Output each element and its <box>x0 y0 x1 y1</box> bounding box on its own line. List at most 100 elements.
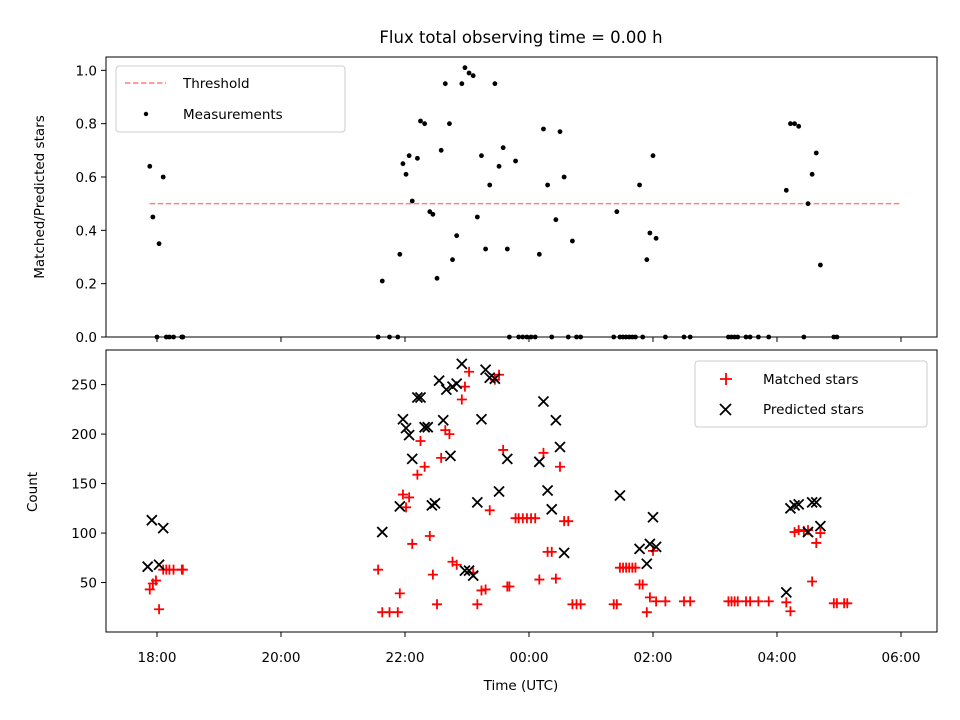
matched-star-point <box>459 381 470 392</box>
matched-star-point <box>424 531 435 542</box>
measurement-point <box>483 246 488 252</box>
matched-star-point <box>660 596 671 607</box>
predicted-star-point <box>475 413 488 425</box>
predicted-legend-swatch <box>719 403 732 416</box>
x-tick-label: 04:00 <box>758 650 797 666</box>
measurement-point <box>637 182 642 188</box>
predicted-star-point <box>429 497 441 510</box>
matched-star-point <box>415 436 426 447</box>
measurement-point <box>536 251 542 257</box>
matched-star-point <box>432 599 443 610</box>
matched-star-point <box>753 596 764 607</box>
x-tick-label: 20:00 <box>262 650 301 666</box>
measurement-point <box>496 163 502 169</box>
matched-legend-label: Matched stars <box>763 372 859 388</box>
predicted-star-point <box>802 526 814 538</box>
predicted-star-point <box>142 561 154 573</box>
predicted-star-point <box>414 391 427 404</box>
predicted-star-point <box>644 538 656 550</box>
top-legend: Threshold Measurements <box>115 65 346 133</box>
matched-star-point <box>555 461 565 472</box>
top-legend-frame <box>115 65 346 133</box>
measurement-point <box>462 65 468 71</box>
x-tick-label: 22:00 <box>386 650 425 666</box>
matched-star-point <box>546 546 557 557</box>
matched-star-point <box>456 394 467 405</box>
matched-star-point <box>651 596 662 607</box>
matched-star-point <box>803 525 813 536</box>
predicted-star-point <box>451 378 463 390</box>
measurement-point <box>470 73 476 79</box>
measurement-point <box>450 257 455 263</box>
bottom-y-tick-label: 200 <box>71 427 97 443</box>
matched-star-point <box>480 584 491 595</box>
measurement-point <box>545 182 550 188</box>
matched-star-point <box>394 588 405 599</box>
matched-star-point <box>404 492 415 503</box>
matched-star-point <box>637 579 648 590</box>
matched-star-point <box>451 559 462 570</box>
measurement-point <box>379 278 385 284</box>
matched-star-point <box>177 564 188 575</box>
matched-star-point <box>842 598 853 609</box>
measurement-point <box>427 209 433 215</box>
top-plot-area: 0.0 0.2 0.4 0.6 0.8 1.0 <box>76 56 938 346</box>
bottom-y-axis-label: Count <box>25 472 41 512</box>
top-y-axis-label: Matched/Predicted stars <box>32 115 48 278</box>
matched-star-point <box>427 569 438 580</box>
predicted-star-point <box>440 383 452 396</box>
matched-star-point <box>154 604 165 615</box>
measurement-point <box>430 211 436 217</box>
measurements-legend-label: Measurements <box>183 107 283 123</box>
matched-star-point <box>412 469 423 480</box>
measurement-point <box>504 246 510 252</box>
measurement-point <box>147 163 153 169</box>
measurement-point <box>809 171 815 177</box>
measurement-point <box>561 174 567 180</box>
matched-legend-swatch <box>720 373 732 385</box>
measurement-point <box>466 70 472 76</box>
matched-star-point <box>436 452 447 463</box>
predicted-star-point <box>501 453 513 465</box>
predicted-star-point <box>647 511 659 523</box>
predicted-star-point <box>479 364 492 376</box>
top-plot-frame <box>105 56 938 338</box>
predicted-star-point <box>153 559 165 571</box>
predicted-star-point <box>633 543 646 555</box>
predicted-star-point <box>788 499 801 511</box>
measurement-point <box>150 214 156 220</box>
matched-star-point <box>464 366 475 377</box>
predicted-legend-label: Predicted stars <box>763 402 864 418</box>
measurement-point <box>406 153 412 159</box>
bottom-plot-area: 50 100 150 200 250 18:00 20:00 22:00 00:00 02:00 0… <box>71 349 938 666</box>
predicted-star-point <box>411 391 424 404</box>
measurement-point <box>783 187 789 193</box>
matched-star-point <box>472 599 483 610</box>
measurement-point <box>805 201 811 207</box>
measurement-point <box>492 81 498 87</box>
predicted-star-point <box>780 586 792 599</box>
matched-star-point <box>793 525 804 536</box>
x-tick-label: 06:00 <box>882 650 921 666</box>
predicted-star-point <box>546 503 558 515</box>
measurements-legend-swatch <box>143 111 149 117</box>
measurement-point <box>570 238 575 244</box>
predicted-star-point <box>550 414 562 426</box>
matched-star-point <box>630 562 641 573</box>
matched-star-point <box>575 599 586 610</box>
predicted-star-point <box>400 422 412 434</box>
predicted-star-point <box>533 456 545 468</box>
measurement-point <box>644 257 650 263</box>
measurement-point <box>500 145 506 151</box>
measurement-point <box>400 161 406 167</box>
matched-star-point <box>685 596 696 607</box>
bottom-y-tick-label: 150 <box>71 477 97 493</box>
predicted-star-point <box>394 500 406 512</box>
measurement-point <box>813 150 819 156</box>
predicted-star-point <box>537 395 550 408</box>
measurement-point <box>513 158 518 164</box>
matched-star-point <box>444 429 455 440</box>
top-y-tick-label: 1.0 <box>76 63 97 79</box>
top-y-tick-label: 0.2 <box>76 277 97 293</box>
predicted-star-point <box>146 514 158 526</box>
